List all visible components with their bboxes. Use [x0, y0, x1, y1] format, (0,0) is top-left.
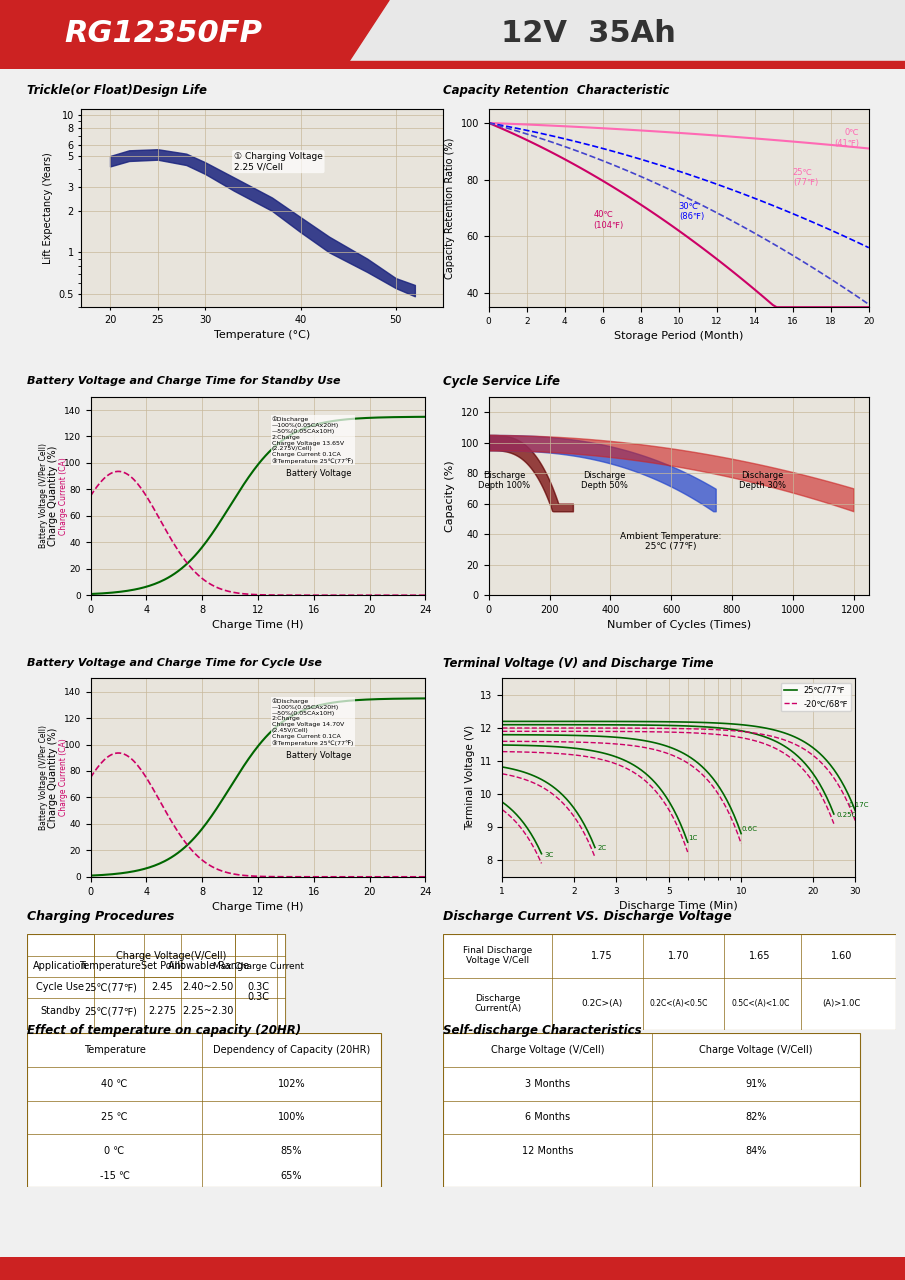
Text: Final Discharge
Voltage V/Cell: Final Discharge Voltage V/Cell: [463, 946, 532, 965]
Text: Max.Charge Current: Max.Charge Current: [213, 961, 304, 970]
Text: ①Discharge
—100%(0.05CAx20H)
—50%(0.05CAx10H)
2:Charge
Charge Voltage 13.65V
(2.: ①Discharge —100%(0.05CAx20H) —50%(0.05CA…: [272, 417, 353, 463]
Text: Temperature: Temperature: [83, 1044, 146, 1055]
Text: 40℃
(104℉): 40℃ (104℉): [594, 210, 624, 230]
Polygon shape: [0, 0, 389, 69]
Text: Discharge
Depth 100%: Discharge Depth 100%: [478, 471, 530, 490]
Legend: 25℃/77℉, -20℃/68℉: 25℃/77℉, -20℃/68℉: [781, 682, 851, 712]
X-axis label: Charge Time (H): Charge Time (H): [212, 621, 304, 631]
Text: 0.17C: 0.17C: [848, 803, 869, 809]
Text: (A)>1.0C: (A)>1.0C: [823, 998, 861, 1009]
Text: 2.40~2.50: 2.40~2.50: [183, 982, 233, 992]
Bar: [0, 61, 905, 69]
Text: Cycle Service Life: Cycle Service Life: [443, 375, 560, 388]
Text: 6 Months: 6 Months: [525, 1112, 570, 1123]
Text: 85%: 85%: [281, 1146, 302, 1156]
Text: 0.2C>(A): 0.2C>(A): [581, 998, 623, 1009]
Text: 0.3C: 0.3C: [247, 982, 269, 992]
Y-axis label: Charge Quantity (%): Charge Quantity (%): [48, 727, 58, 828]
Text: 3C: 3C: [544, 852, 554, 858]
X-axis label: Temperature (°C): Temperature (°C): [214, 330, 310, 340]
Text: Discharge
Current(A): Discharge Current(A): [474, 993, 521, 1014]
Text: 12V  35Ah: 12V 35Ah: [500, 19, 676, 47]
Text: Charge Voltage (V/Cell): Charge Voltage (V/Cell): [699, 1044, 813, 1055]
Text: 12 Months: 12 Months: [522, 1146, 573, 1156]
Y-axis label: Capacity (%): Capacity (%): [445, 461, 455, 531]
Text: 0.6C: 0.6C: [741, 826, 757, 832]
Text: 1.70: 1.70: [668, 951, 690, 960]
Text: Battery Voltage: Battery Voltage: [286, 751, 351, 760]
Text: Ambient Temperature:
25℃ (77℉): Ambient Temperature: 25℃ (77℉): [621, 532, 722, 552]
Text: 100%: 100%: [278, 1112, 305, 1123]
Text: Charge Voltage (V/Cell): Charge Voltage (V/Cell): [491, 1044, 605, 1055]
Text: 0.2C<(A)<0.5C: 0.2C<(A)<0.5C: [650, 998, 708, 1009]
Text: 25℃(77℉): 25℃(77℉): [84, 982, 137, 992]
Text: Charge Current (CA): Charge Current (CA): [59, 739, 68, 817]
Text: 1.60: 1.60: [831, 951, 853, 960]
Text: 1.65: 1.65: [749, 951, 771, 960]
Text: 25 ℃: 25 ℃: [101, 1112, 128, 1123]
Text: Set Point: Set Point: [140, 961, 185, 972]
Text: ①Discharge
—100%(0.05CAx20H)
—50%(0.05CAx10H)
2:Charge
Charge Voltage 14.70V
(2.: ①Discharge —100%(0.05CAx20H) —50%(0.05CA…: [272, 699, 353, 745]
Text: Terminal Voltage (V) and Discharge Time: Terminal Voltage (V) and Discharge Time: [443, 657, 714, 669]
X-axis label: Charge Time (H): Charge Time (H): [212, 902, 304, 913]
Text: 25℃
(77℉): 25℃ (77℉): [793, 168, 818, 187]
Text: Charge Current (CA): Charge Current (CA): [59, 457, 68, 535]
X-axis label: Number of Cycles (Times): Number of Cycles (Times): [606, 621, 751, 631]
Text: 65%: 65%: [281, 1171, 302, 1181]
Text: RG12350FP: RG12350FP: [64, 19, 262, 47]
Y-axis label: Charge Quantity (%): Charge Quantity (%): [48, 445, 58, 547]
Text: Charging Procedures: Charging Procedures: [27, 910, 175, 923]
Y-axis label: Lift Expectancy (Years): Lift Expectancy (Years): [43, 152, 52, 264]
Text: Charge Voltage(V/Cell): Charge Voltage(V/Cell): [116, 951, 226, 960]
Text: Discharge
Depth 30%: Discharge Depth 30%: [738, 471, 786, 490]
Text: Battery Voltage: Battery Voltage: [286, 470, 351, 479]
Text: Discharge Current VS. Discharge Voltage: Discharge Current VS. Discharge Voltage: [443, 910, 732, 923]
Text: Self-discharge Characteristics: Self-discharge Characteristics: [443, 1024, 642, 1037]
Text: 30℃
(86℉): 30℃ (86℉): [679, 202, 704, 221]
Text: 0.25C: 0.25C: [836, 813, 856, 818]
Text: 84%: 84%: [745, 1146, 767, 1156]
Text: 0.5C<(A)<1.0C: 0.5C<(A)<1.0C: [731, 998, 789, 1009]
Text: Trickle(or Float)Design Life: Trickle(or Float)Design Life: [27, 84, 207, 97]
Text: 2.25~2.30: 2.25~2.30: [183, 1006, 233, 1016]
Bar: [235, 934, 285, 1030]
Text: 40 ℃: 40 ℃: [101, 1079, 128, 1089]
Text: 0 ℃: 0 ℃: [104, 1146, 125, 1156]
Text: Standby: Standby: [40, 1006, 81, 1016]
Text: Battery Voltage (V/Per Cell): Battery Voltage (V/Per Cell): [39, 724, 48, 831]
Text: 102%: 102%: [278, 1079, 305, 1089]
Text: Discharge
Depth 50%: Discharge Depth 50%: [581, 471, 628, 490]
Text: Cycle Use: Cycle Use: [36, 982, 84, 992]
Text: Allowable Range: Allowable Range: [167, 961, 249, 972]
Text: Battery Voltage (V/Per Cell): Battery Voltage (V/Per Cell): [39, 443, 48, 549]
Text: Temperature: Temperature: [80, 961, 141, 972]
Text: Battery Voltage and Charge Time for Standby Use: Battery Voltage and Charge Time for Stan…: [27, 376, 340, 387]
Text: Battery Voltage and Charge Time for Cycle Use: Battery Voltage and Charge Time for Cycl…: [27, 658, 322, 668]
Text: 3 Months: 3 Months: [525, 1079, 570, 1089]
Y-axis label: Terminal Voltage (V): Terminal Voltage (V): [464, 724, 474, 831]
Text: Capacity Retention  Characteristic: Capacity Retention Characteristic: [443, 84, 670, 97]
X-axis label: Storage Period (Month): Storage Period (Month): [614, 332, 743, 342]
Text: Application: Application: [33, 961, 88, 972]
Bar: [27, 1033, 381, 1187]
Y-axis label: Capacity Retention Ratio (%): Capacity Retention Ratio (%): [445, 137, 455, 279]
Text: 91%: 91%: [745, 1079, 767, 1089]
Text: 1C: 1C: [688, 836, 698, 841]
Text: 1.75: 1.75: [591, 951, 613, 960]
Text: ① Charging Voltage
2.25 V/Cell: ① Charging Voltage 2.25 V/Cell: [233, 152, 323, 172]
X-axis label: Discharge Time (Min): Discharge Time (Min): [619, 901, 738, 911]
Text: -15 ℃: -15 ℃: [100, 1171, 129, 1181]
Text: 2C: 2C: [597, 845, 606, 851]
Text: 2.275: 2.275: [148, 1006, 176, 1016]
Text: 0℃
(41℉): 0℃ (41℉): [834, 128, 860, 147]
Text: Effect of temperature on capacity (20HR): Effect of temperature on capacity (20HR): [27, 1024, 301, 1037]
Text: 0.3C: 0.3C: [247, 992, 269, 1002]
Text: 2.45: 2.45: [152, 982, 173, 992]
Text: 25℃(77℉): 25℃(77℉): [84, 1006, 137, 1016]
Bar: [27, 934, 285, 1030]
Text: 82%: 82%: [745, 1112, 767, 1123]
Text: Dependency of Capacity (20HR): Dependency of Capacity (20HR): [213, 1044, 370, 1055]
Bar: [94, 934, 248, 977]
